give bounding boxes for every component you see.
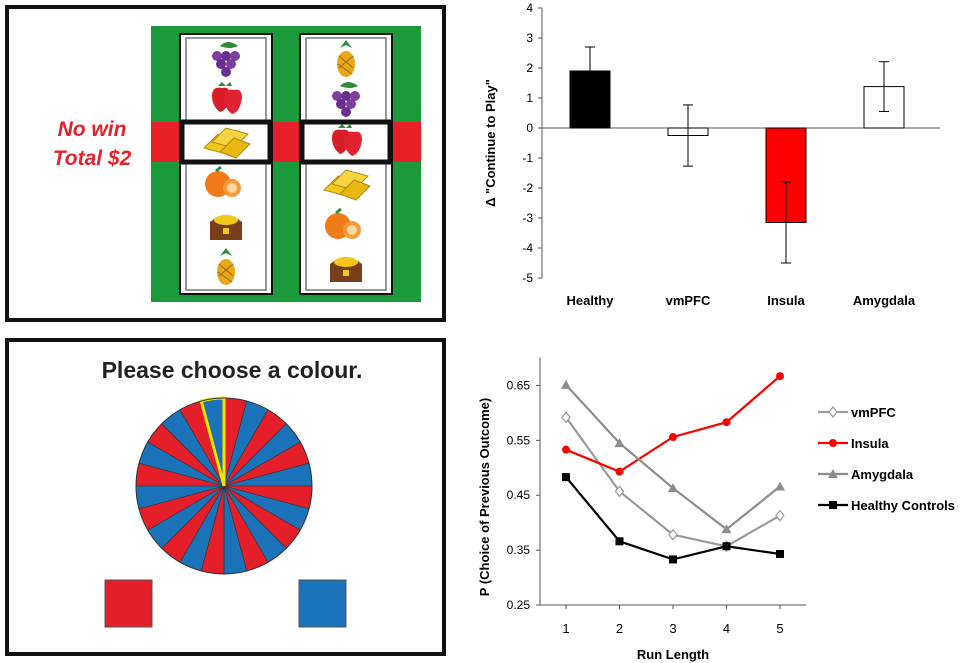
bar-category-label: Amygdala <box>853 293 916 308</box>
line-chart: 0.65 0.55 0.45 0.35 0.25 1 2 3 4 5 vmPFC Insula Am… <box>477 358 955 662</box>
strawberry-icon <box>212 82 242 114</box>
bar-y-axis-label: Δ "Continue to Play" <box>483 79 498 207</box>
line-legend: vmPFC Insula Amygdala Healthy Controls <box>818 405 955 513</box>
data-point-amygdala <box>775 481 785 491</box>
data-point-vmpfc <box>614 485 625 498</box>
bar-marks <box>569 46 905 264</box>
line-y-ticks: 0.65 0.55 0.45 0.35 0.25 <box>507 378 540 612</box>
gold-bars-icon <box>323 169 371 201</box>
data-point-healthy-controls <box>669 555 677 564</box>
line-x-tick-label: 5 <box>776 621 783 636</box>
data-point-healthy-controls <box>615 537 624 546</box>
data-point-vmpfc <box>668 528 678 541</box>
bar-y-ticks: 4 3 2 1 0 -1 -2 -3 -4 -5 <box>522 1 542 285</box>
data-point-insula <box>776 372 784 381</box>
slot-status-line1: No win <box>58 118 127 141</box>
bar-category-label: vmPFC <box>666 293 711 308</box>
line-x-tick-label: 4 <box>723 621 730 636</box>
gold-bars-icon <box>203 127 251 159</box>
bar-y-tick-label: -5 <box>522 271 533 285</box>
pineapple-icon <box>337 40 355 77</box>
bar-category-label: Healthy <box>567 293 615 308</box>
line-x-tick-label: 1 <box>562 621 569 636</box>
bar-y-tick-label: 1 <box>526 91 533 105</box>
line-y-axis-label: P (Choice of Previous Outcome) <box>477 398 492 596</box>
line-y-tick-label: 0.55 <box>507 433 531 447</box>
orange-icon <box>325 207 361 239</box>
colour-wheel <box>135 396 313 575</box>
bar-chart: 4 3 2 1 0 -1 -2 -3 -4 -5 Healthy vmPFC Insula Amygda… <box>483 1 940 308</box>
bar-y-tick-label: 0 <box>526 121 533 135</box>
data-point-healthy-controls <box>776 549 784 558</box>
treasure-chest-icon <box>210 215 242 240</box>
data-point-insula <box>615 467 624 476</box>
bar-y-tick-label: 4 <box>526 1 533 15</box>
choice-red-button[interactable] <box>104 579 153 628</box>
bar-y-tick-label: -2 <box>522 181 533 195</box>
legend-label-amygdala: Amygdala <box>851 467 914 482</box>
grapes-icon <box>332 82 360 117</box>
data-point-vmpfc <box>561 411 571 424</box>
strawberry-icon <box>332 124 362 156</box>
slot-machine-panel: No win Total $2 <box>5 5 446 322</box>
choice-blue-button[interactable] <box>298 579 347 628</box>
line-x-tick-label: 3 <box>669 621 676 636</box>
legend-marker-vmpfc <box>828 406 838 418</box>
legend-label-vmpfc: vmPFC <box>851 405 896 420</box>
data-point-vmpfc <box>775 509 785 522</box>
data-point-amygdala <box>561 379 571 389</box>
legend-label-insula: Insula <box>851 436 889 451</box>
data-point-amygdala <box>668 483 678 493</box>
grapes-icon <box>212 42 240 77</box>
data-point-insula <box>722 418 731 427</box>
wheel-panel: Please choose a colour. <box>5 338 446 656</box>
slot-status-line2: Total $2 <box>53 147 132 170</box>
line-y-tick-label: 0.65 <box>507 378 531 392</box>
orange-icon <box>205 165 241 197</box>
bar-y-tick-label: -4 <box>522 241 533 255</box>
legend-marker-insula <box>829 439 837 447</box>
data-point-amygdala <box>721 524 732 534</box>
line-x-tick-label: 2 <box>616 621 623 636</box>
pineapple-icon <box>217 248 235 285</box>
line-x-axis-label: Run Length <box>637 647 709 662</box>
line-y-tick-label: 0.45 <box>507 488 531 502</box>
bar-y-tick-label: 3 <box>526 31 533 45</box>
wheel-rim <box>135 397 313 575</box>
bar-x-labels: Healthy vmPFC Insula Amygdala <box>567 293 916 308</box>
bar-y-tick-label: 2 <box>526 61 533 75</box>
legend-marker-healthy-controls <box>829 501 837 509</box>
legend-label-healthy-controls: Healthy Controls <box>851 498 955 513</box>
data-point-healthy-controls <box>562 473 570 482</box>
bar-y-tick-label: -3 <box>522 211 533 225</box>
line-y-tick-label: 0.35 <box>507 543 531 557</box>
legend-marker-amygdala <box>828 469 838 478</box>
data-point-amygdala <box>614 438 625 448</box>
line-series <box>561 372 785 564</box>
treasure-chest-icon <box>330 257 362 282</box>
bar-category-label: Insula <box>767 293 805 308</box>
line-x-ticks: 1 2 3 4 5 <box>562 605 784 636</box>
line-y-tick-label: 0.25 <box>507 598 531 612</box>
data-point-insula <box>562 445 570 454</box>
data-point-healthy-controls <box>722 542 731 551</box>
series-line-insula <box>565 375 781 473</box>
wheel-prompt: Please choose a colour. <box>102 357 363 383</box>
bar-y-tick-label: -1 <box>522 151 533 165</box>
series-line-amygdala <box>565 384 781 531</box>
data-point-insula <box>669 433 677 442</box>
